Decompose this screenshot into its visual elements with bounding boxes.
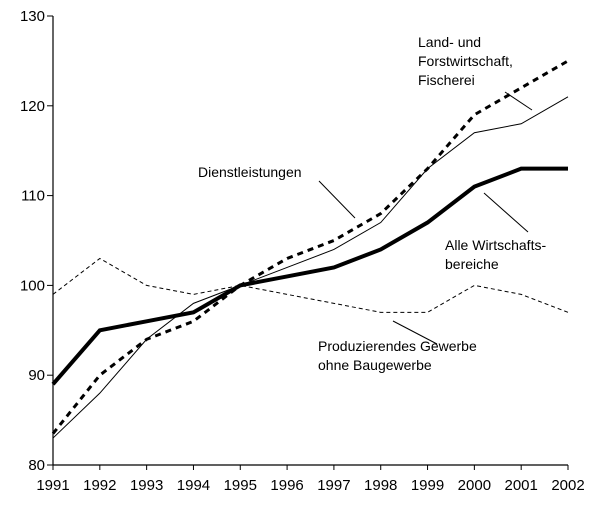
series-label: ohne Baugewerbe	[318, 357, 432, 373]
x-tick-label: 1998	[364, 477, 397, 494]
x-tick-label: 2001	[504, 477, 537, 494]
x-tick-label: 1999	[411, 477, 444, 494]
series-line	[51, 166, 568, 386]
x-tick-label: 2002	[551, 477, 584, 494]
x-tick-label: 1997	[317, 477, 350, 494]
series-label: Alle Wirtschafts-	[445, 237, 546, 253]
y-tick-label: 110	[21, 188, 45, 205]
y-tick-label: 100	[20, 277, 45, 294]
series-label: bereiche	[445, 256, 499, 272]
series-line	[52, 96, 569, 439]
series-line	[51, 59, 569, 435]
x-tick-label: 1993	[130, 477, 163, 494]
pointer	[483, 192, 529, 233]
series-label: Produzierendes Gewerbe	[318, 338, 477, 354]
series-label: Land- und	[418, 34, 481, 50]
series-label: Dienstleistungen	[198, 164, 302, 180]
y-tick-label: 90	[28, 367, 45, 384]
pointer	[318, 180, 356, 219]
pointer	[392, 320, 438, 345]
series-label: Forstwirtschaft,	[418, 53, 513, 69]
x-tick-label: 1994	[177, 477, 210, 494]
y-tick-label: 120	[20, 98, 45, 115]
x-tick-label: 2000	[458, 477, 491, 494]
series-label: Fischerei	[418, 72, 475, 88]
x-tick-label: 1992	[83, 477, 116, 494]
y-tick-label: 130	[20, 8, 45, 25]
x-tick-label: 1995	[224, 477, 257, 494]
x-tick-label: 1991	[36, 477, 69, 494]
x-tick-label: 1996	[270, 477, 303, 494]
y-tick-label: 80	[28, 457, 45, 474]
